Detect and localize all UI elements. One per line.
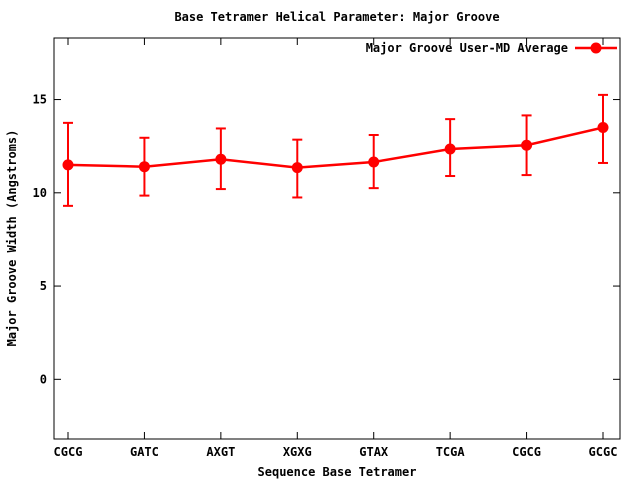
x-tick-label: CGCG xyxy=(54,445,83,459)
x-tick-label: GCGC xyxy=(589,445,618,459)
x-tick-label: AXGT xyxy=(206,445,235,459)
y-tick-label: 5 xyxy=(40,279,47,293)
x-tick-label: XGXG xyxy=(283,445,312,459)
x-tick-label: GATC xyxy=(130,445,159,459)
data-point-marker xyxy=(521,139,533,151)
y-tick-label: 15 xyxy=(33,93,47,107)
data-point-marker xyxy=(368,156,380,168)
x-tick-label: CGCG xyxy=(512,445,541,459)
x-axis-label: Sequence Base Tetramer xyxy=(258,465,417,479)
data-point-marker xyxy=(291,162,303,174)
legend-sample-marker xyxy=(590,42,602,54)
plot-area: CGCG GATC AXGT XGXG GTAX TCGA CGCG GCGC 0 5 10 15 xyxy=(33,37,621,459)
legend-label: Major Groove User-MD Average xyxy=(366,41,568,55)
data-point-marker xyxy=(597,122,609,134)
x-tick-label: GTAX xyxy=(359,445,389,459)
y-tick-label: 0 xyxy=(40,372,47,386)
y-axis-label: Major Groove Width (Angstroms) xyxy=(5,130,19,347)
y-tick-label: 10 xyxy=(33,186,47,200)
series-line xyxy=(67,126,604,169)
data-point-marker xyxy=(62,159,74,171)
plot-border xyxy=(53,37,621,440)
x-tick-label: TCGA xyxy=(436,445,466,459)
data-point-marker xyxy=(138,161,150,173)
data-point-marker xyxy=(444,143,456,155)
data-point-marker xyxy=(215,153,227,165)
chart-title: Base Tetramer Helical Parameter: Major G… xyxy=(174,10,499,24)
